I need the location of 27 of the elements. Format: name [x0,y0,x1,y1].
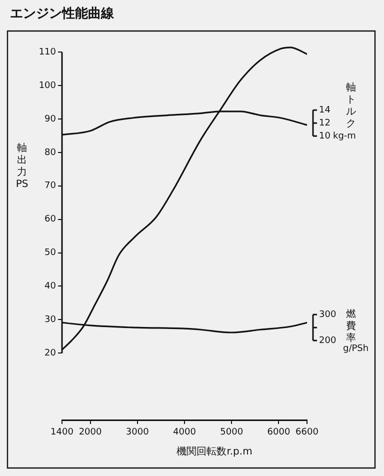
y-tick-label: 20 [44,348,56,358]
y2-tick-label: 14 [319,105,331,116]
y-tick-label: 50 [44,248,56,258]
y-tick-label: 60 [44,214,56,225]
y-tick-label: 90 [44,114,56,124]
y3-axis-title: 燃費率 g/PSh [343,308,369,354]
x-axis-title: 機関回転数r.p.m [176,446,252,458]
y-tick-label: 100 [38,80,56,91]
x-tick-label: 5000 [220,428,244,438]
y2-tick-label: 10 [319,131,331,142]
y-axis-title: 軸出力PS [16,142,28,190]
y3-tick-label: 300 [319,310,336,320]
x-tick-label: 4000 [173,428,196,438]
y2-axis-title: 軸トルク kg-m [333,82,356,142]
y-tick-label: 70 [44,181,56,192]
y-tick-label: 110 [38,47,56,58]
x-tick-label: 6600 [296,428,319,438]
x-tick-label: 1400 [50,428,74,438]
y-tick-label: 40 [44,282,56,292]
y2-tick-label: 12 [319,118,330,128]
chart-title: エンジン性能曲線 [10,5,115,22]
x-tick-label: 3000 [126,428,150,438]
y-tick-label: 30 [44,315,56,325]
x-tick-label: 6000 [267,428,290,438]
x-tick-label: 2000 [78,428,102,438]
y3-tick-label: 200 [319,336,336,346]
y-tick-label: 80 [44,148,56,158]
